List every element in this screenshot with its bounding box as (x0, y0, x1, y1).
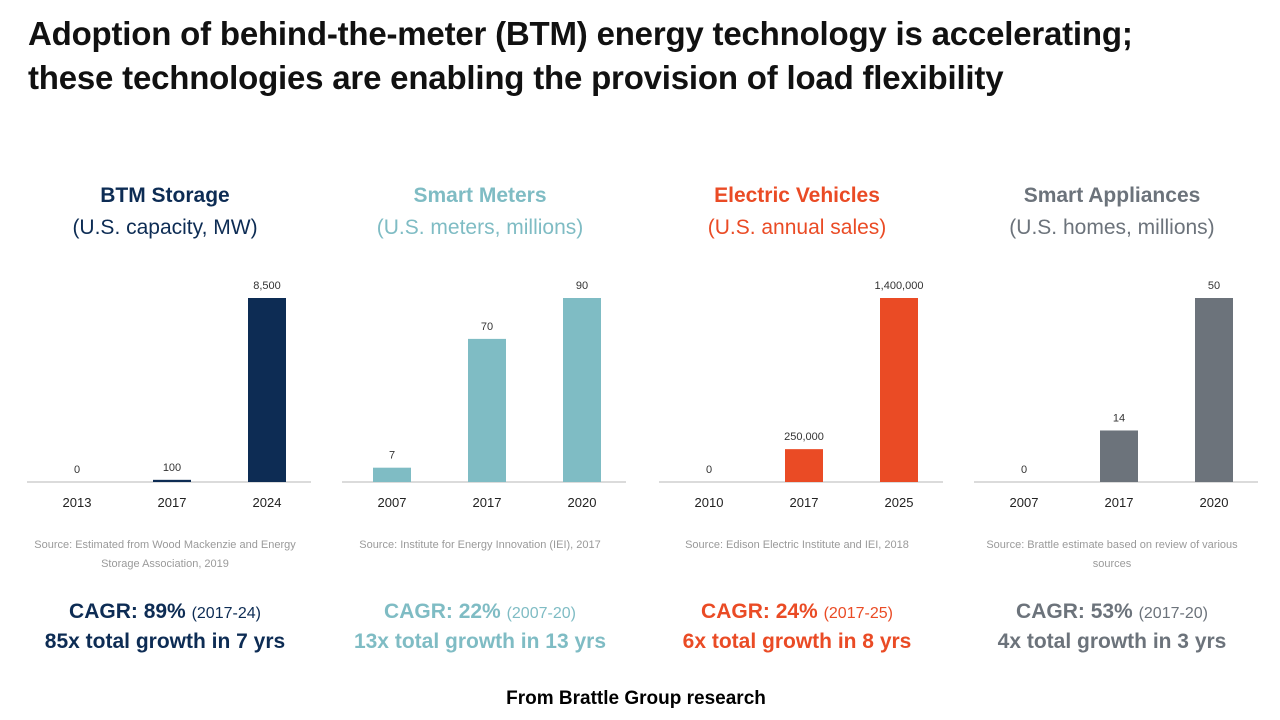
cagr-period: (2017-24) (191, 605, 261, 622)
bar-chart-smart-appliances: 0 2007 14 2017 50 2020 (974, 280, 1258, 510)
panel-heading: Smart Appliances (1023, 184, 1201, 207)
bar-2020 (563, 298, 601, 482)
growth-text: 4x total growth in 3 yrs (997, 630, 1227, 653)
cagr-text: CAGR: 22% (2007-20) (330, 600, 630, 624)
tick-label: 2007 (1010, 495, 1039, 510)
bar-2017 (468, 338, 506, 482)
tick-label: 2017 (1105, 495, 1134, 510)
bar-chart-btm-storage: 0 2013 100 2017 8,500 2024 (27, 280, 311, 510)
bar-2017 (153, 479, 191, 482)
data-label: 250,000 (784, 431, 824, 443)
cagr-text: CAGR: 24% (2017-25) (647, 600, 947, 624)
panel-btm-storage: BTM Storage (U.S. capacity, MW) 0 2013 100… (15, 180, 315, 660)
tick-label: 2024 (253, 495, 282, 510)
panel-subheading: (U.S. capacity, MW) (72, 216, 258, 239)
footer-credit: From Brattle Group research (506, 688, 766, 709)
tick-label: 2010 (695, 495, 724, 510)
source-note: Source: Brattle estimate based on review… (986, 539, 1238, 570)
tick-label: 2013 (63, 495, 92, 510)
title-line-1: Adoption of behind-the-meter (BTM) energ… (28, 15, 1133, 52)
data-label: 100 (163, 462, 181, 474)
cagr-period: (2007-20) (506, 605, 576, 622)
panel-heading: Smart Meters (413, 184, 547, 207)
data-label: 0 (1021, 464, 1027, 476)
panel-subheading: (U.S. meters, millions) (376, 216, 584, 239)
data-label: 70 (481, 321, 493, 333)
cagr-period: (2017-20) (1138, 605, 1208, 622)
cagr-text: CAGR: 53% (2017-20) (962, 600, 1262, 624)
tick-label: 2020 (568, 495, 597, 510)
cagr-value: CAGR: 22% (384, 600, 501, 623)
data-label: 1,400,000 (875, 280, 924, 292)
bar-2017 (785, 449, 823, 482)
bar-2024 (248, 298, 286, 482)
growth-text: 13x total growth in 13 yrs (353, 630, 607, 653)
bar-2007 (373, 467, 411, 482)
cagr-value: CAGR: 89% (69, 600, 186, 623)
bar-2020 (1195, 298, 1233, 482)
bar-chart-smart-meters: 7 2007 70 2017 90 2020 (342, 280, 626, 510)
tick-label: 2007 (378, 495, 407, 510)
data-label: 50 (1208, 280, 1220, 292)
cagr-value: CAGR: 24% (701, 600, 818, 623)
bar-chart-electric-vehicles: 0 2010 250,000 2017 1,400,000 2025 (659, 280, 943, 510)
panel-electric-vehicles: Electric Vehicles (U.S. annual sales) 0 2… (647, 180, 947, 660)
growth-text: 6x total growth in 8 yrs (682, 630, 912, 653)
data-label: 8,500 (253, 280, 281, 292)
tick-label: 2017 (473, 495, 502, 510)
tick-label: 2017 (158, 495, 187, 510)
data-label: 90 (576, 280, 588, 292)
bar-2025 (880, 298, 918, 482)
cagr-value: CAGR: 53% (1016, 600, 1133, 623)
data-label: 14 (1113, 412, 1125, 424)
tick-label: 2017 (790, 495, 819, 510)
tick-label: 2020 (1200, 495, 1229, 510)
title-line-2: these technologies are enabling the prov… (28, 59, 1004, 96)
tick-label: 2025 (885, 495, 914, 510)
source-note: Source: Edison Electric Institute and IE… (685, 539, 909, 551)
panel-heading: BTM Storage (100, 184, 230, 207)
page-title: Adoption of behind-the-meter (BTM) energ… (28, 12, 1258, 100)
panel-subheading: (U.S. homes, millions) (1009, 216, 1215, 239)
data-label: 7 (389, 450, 395, 462)
data-label: 0 (74, 464, 80, 476)
panel-smart-meters: Smart Meters (U.S. meters, millions) 7 20… (330, 180, 630, 660)
source-note: Source: Institute for Energy Innovation … (359, 539, 601, 551)
bar-2017 (1100, 430, 1138, 482)
source-note: Source: Estimated from Wood Mackenzie an… (34, 539, 296, 570)
cagr-period: (2017-25) (823, 605, 893, 622)
data-label: 0 (706, 464, 712, 476)
panel-subheading: (U.S. annual sales) (707, 216, 887, 239)
panel-heading: Electric Vehicles (714, 184, 880, 207)
growth-text: 85x total growth in 7 yrs (44, 630, 286, 653)
panel-smart-appliances: Smart Appliances (U.S. homes, millions) … (962, 180, 1262, 660)
cagr-text: CAGR: 89% (2017-24) (15, 600, 315, 624)
